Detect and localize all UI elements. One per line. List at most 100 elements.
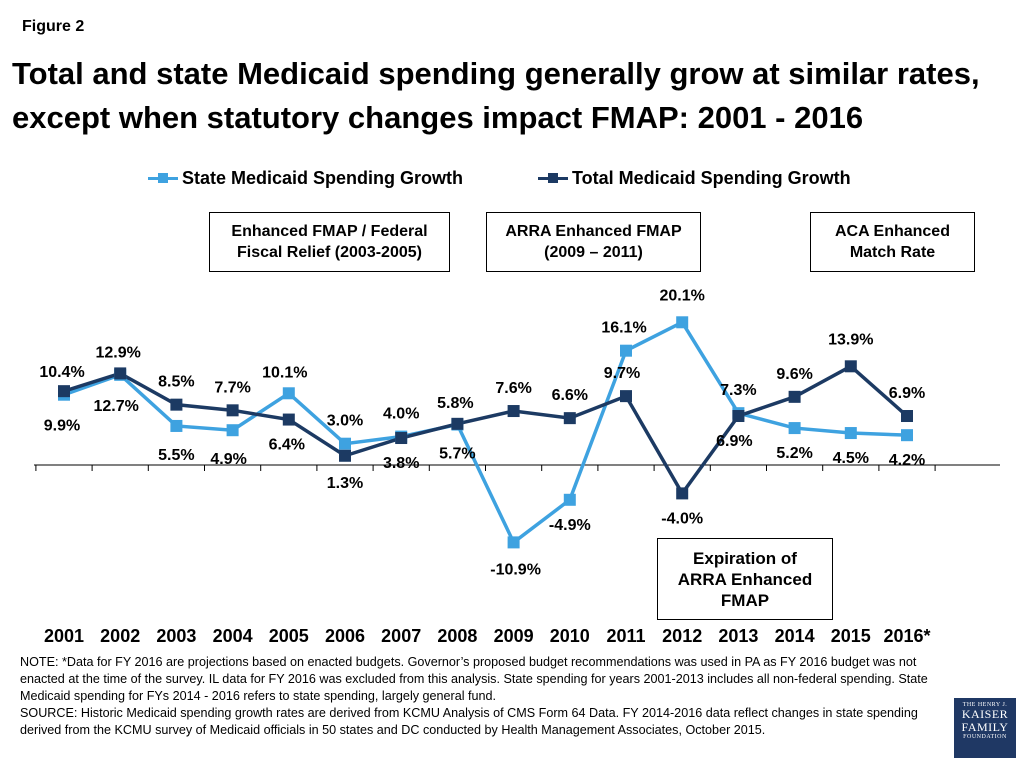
data-label-state: 10.1% [262, 364, 307, 381]
data-label-total: 10.4% [39, 364, 84, 381]
x-tick-label: 2007 [381, 626, 421, 646]
notes: NOTE: *Data for FY 2016 are projections … [20, 654, 940, 739]
x-tick-label: 2004 [213, 626, 253, 646]
data-point-state [676, 316, 689, 329]
kaiser-logo: THE HENRY J. KAISER FAMILY FOUNDATION [954, 698, 1016, 758]
logo-line-1: THE HENRY J. [962, 702, 1008, 708]
data-label-total: 5.8% [437, 395, 473, 412]
data-point-state [563, 493, 576, 506]
legend: State Medicaid Spending Growth Total Med… [0, 168, 1024, 194]
data-label-total: 6.9% [716, 433, 752, 450]
x-tick-label: 2003 [156, 626, 196, 646]
legend-item-total: Total Medicaid Spending Growth [538, 168, 851, 189]
data-point-total [844, 360, 857, 373]
data-label-total: 6.6% [552, 387, 588, 404]
x-tick-label: 2011 [606, 626, 645, 646]
x-tick-label: 2013 [718, 626, 758, 646]
data-point-state [507, 536, 520, 549]
data-label-state: -4.9% [549, 517, 591, 534]
data-point-total [901, 410, 913, 423]
x-tick-label: 2016* [883, 626, 930, 646]
data-point-state [788, 422, 801, 435]
data-label-state: 4.9% [210, 451, 246, 468]
data-point-total [732, 410, 745, 423]
data-point-total [282, 413, 295, 426]
logo-line-2a: KAISER [961, 707, 1009, 721]
annotation-arra: ARRA Enhanced FMAP (2009 – 2011) [486, 212, 701, 272]
data-label-total: 12.9% [96, 344, 141, 361]
x-tick-label: 2012 [662, 626, 702, 646]
x-tick-label: 2008 [437, 626, 477, 646]
x-tick-label: 2006 [325, 626, 365, 646]
legend-item-state: State Medicaid Spending Growth [148, 168, 463, 189]
data-point-state [620, 344, 632, 357]
data-label-state: 9.9% [44, 418, 80, 435]
data-point-total [451, 417, 464, 430]
data-point-total [676, 487, 689, 500]
data-label-state: 3.0% [327, 413, 363, 430]
data-label-total: -4.0% [661, 510, 703, 527]
data-label-state: 4.2% [889, 452, 925, 469]
data-point-total [395, 432, 408, 445]
data-label-state: 7.3% [720, 382, 756, 399]
legend-label-state: State Medicaid Spending Growth [182, 168, 464, 188]
data-point-total [620, 390, 632, 403]
annotation-line: Fiscal Relief (2003-2005) [236, 244, 422, 261]
annotation-line: Enhanced FMAP / Federal [231, 223, 428, 240]
data-point-state [844, 427, 857, 440]
data-label-state: 12.7% [94, 398, 139, 415]
data-point-total [170, 398, 183, 411]
x-tick-label: 2014 [775, 626, 815, 646]
x-tick-label: 2015 [831, 626, 871, 646]
data-point-state [901, 429, 913, 442]
data-label-total: 7.7% [214, 379, 250, 396]
data-point-state [170, 419, 183, 432]
data-point-total [339, 449, 351, 462]
note-text: NOTE: *Data for FY 2016 are projections … [20, 655, 928, 703]
data-label-total: 6.9% [889, 385, 925, 402]
series-line-state [63, 320, 908, 546]
x-tick-label: 2005 [269, 626, 309, 646]
annotation-aca: ACA Enhanced Match Rate [810, 212, 975, 272]
data-label-state: 20.1% [660, 287, 705, 304]
annotation-line: ACA Enhanced [835, 223, 950, 240]
annotation-line: ARRA Enhanced FMAP [505, 223, 682, 240]
logo-line-2b: FAMILY [961, 720, 1009, 734]
data-label-total: 7.6% [495, 380, 531, 397]
annotation-line: Expiration of [693, 548, 797, 568]
data-label-total: 8.5% [158, 374, 194, 391]
data-label-total: 1.3% [327, 475, 363, 492]
annotation-line: FMAP [720, 590, 770, 610]
annotation-expiration: Expiration of ARRA Enhanced FMAP [657, 538, 833, 620]
x-tick-label: 2001 [44, 626, 84, 646]
data-label-state: 16.1% [601, 320, 646, 337]
legend-swatch-total [538, 173, 568, 183]
data-point-state [282, 387, 295, 400]
annotation-line: (2009 – 2011) [544, 244, 643, 261]
figure-label: Figure 2 [22, 18, 85, 35]
annotation-line: Match Rate [849, 244, 936, 261]
data-label-total: 6.4% [269, 437, 305, 454]
data-label-state: -10.9% [490, 561, 541, 578]
chart-title: Total and state Medicaid spending genera… [12, 56, 980, 135]
legend-swatch-state [148, 173, 178, 183]
x-tick-label: 2010 [550, 626, 590, 646]
data-label-state: 4.5% [833, 450, 869, 467]
data-point-total [507, 405, 520, 418]
data-point-total [563, 412, 576, 425]
data-label-state: 5.7% [439, 446, 475, 463]
x-tick-label: 2009 [494, 626, 534, 646]
data-point-total [226, 404, 239, 417]
data-label-total: 3.8% [383, 455, 419, 472]
x-tick-label: 2002 [100, 626, 140, 646]
annotation-enhanced-fmap: Enhanced FMAP / Federal Fiscal Relief (20… [209, 212, 450, 272]
series-line-total [63, 364, 909, 497]
legend-label-total: Total Medicaid Spending Growth [572, 168, 851, 188]
data-label-state: 4.0% [383, 406, 419, 423]
data-label-total: 9.6% [776, 366, 812, 383]
source-text: SOURCE: Historic Medicaid spending growt… [20, 706, 918, 737]
data-point-total [58, 385, 70, 398]
logo-line-3: FOUNDATION [963, 734, 1007, 740]
data-label-state: 5.2% [776, 445, 812, 462]
data-point-state [226, 424, 239, 437]
